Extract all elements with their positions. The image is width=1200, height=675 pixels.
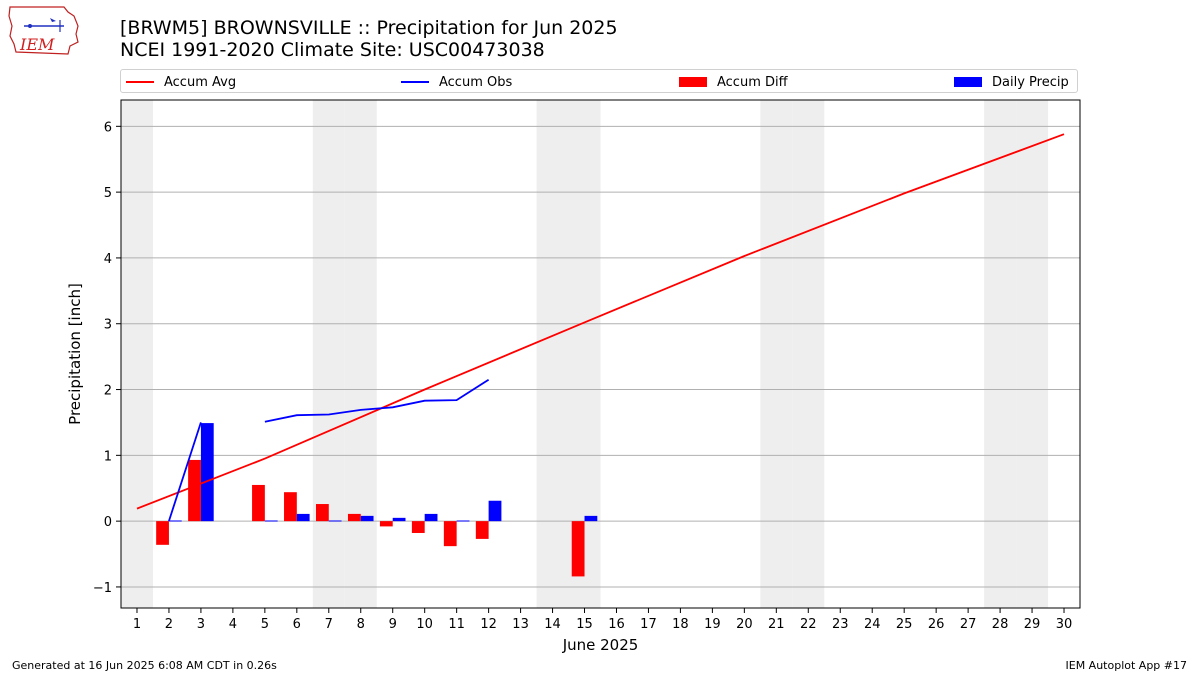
x-tick-label: 12 — [480, 617, 497, 632]
accum-diff-bar — [411, 521, 425, 533]
x-tick-label: 1 — [133, 617, 141, 632]
y-tick-label: 1 — [104, 449, 112, 464]
x-axis-label: June 2025 — [562, 636, 639, 654]
x-tick-label: 28 — [992, 617, 1009, 632]
weekend-shade — [536, 100, 569, 608]
y-tick-label: 2 — [104, 384, 112, 399]
x-tick-label: 20 — [736, 617, 753, 632]
x-tick-label: 3 — [197, 617, 205, 632]
x-tick-label: 30 — [1056, 617, 1073, 632]
daily-precip-bar — [264, 520, 278, 522]
legend-item-accum-obs: Accum Obs — [401, 70, 512, 94]
x-tick-label: 18 — [672, 617, 689, 632]
daily-precip-bar — [584, 515, 598, 522]
legend-item-accum-diff: Accum Diff — [679, 70, 788, 94]
x-tick-label: 17 — [640, 617, 657, 632]
daily-precip-bar — [424, 513, 438, 522]
legend-swatch-accum-diff — [679, 77, 707, 87]
x-tick-label: 29 — [1024, 617, 1041, 632]
weekend-shade — [760, 100, 793, 608]
chart-title: [BRWM5] BROWNSVILLE :: Precipitation for… — [120, 17, 618, 61]
daily-precip-bar — [168, 520, 182, 522]
x-tick-label: 24 — [864, 617, 881, 632]
accum-diff-bar — [188, 459, 201, 522]
legend-label-daily-precip: Daily Precip — [992, 74, 1069, 90]
accum-diff-bar — [475, 521, 489, 539]
iem-logo: IEM — [6, 4, 82, 62]
legend-swatch-daily-precip — [954, 77, 982, 87]
x-tick-label: 22 — [800, 617, 817, 632]
x-tick-label: 23 — [832, 617, 849, 632]
iowa-map-icon: IEM — [8, 6, 79, 55]
x-tick-label: 25 — [896, 617, 913, 632]
y-axis-label: Precipitation [inch] — [66, 283, 84, 425]
accum-avg-line — [136, 133, 1065, 510]
weekend-shade — [984, 100, 1017, 608]
x-tick-label: 5 — [261, 617, 269, 632]
x-tick-label: 8 — [357, 617, 365, 632]
x-tick-label: 21 — [768, 617, 785, 632]
accum-diff-bar — [252, 484, 265, 522]
legend-item-daily-precip: Daily Precip — [954, 70, 1069, 94]
legend-swatch-accum-avg — [126, 81, 154, 83]
accum-diff-bar — [347, 513, 361, 522]
x-tick-label: 14 — [544, 617, 561, 632]
weekend-shade — [312, 100, 345, 608]
accum-diff-bar — [284, 492, 297, 522]
x-tick-label: 11 — [448, 617, 465, 632]
x-tick-label: 2 — [165, 617, 173, 632]
legend-item-accum-avg: Accum Avg — [126, 70, 236, 94]
daily-precip-bar — [392, 517, 406, 522]
legend-label-accum-diff: Accum Diff — [717, 74, 788, 90]
footer-generated: Generated at 16 Jun 2025 6:08 AM CDT in … — [12, 659, 277, 672]
daily-precip-bar — [200, 423, 214, 522]
weekend-shade — [121, 100, 153, 608]
daily-precip-bar — [488, 500, 502, 522]
legend-label-accum-obs: Accum Obs — [439, 74, 513, 90]
legend-label-accum-avg: Accum Avg — [164, 74, 237, 90]
y-tick-label: 6 — [104, 120, 112, 135]
x-tick-label: 9 — [389, 617, 397, 632]
y-tick-label: 5 — [104, 186, 112, 201]
daily-precip-bar — [456, 520, 470, 522]
title-line-2: NCEI 1991-2020 Climate Site: USC00473038 — [120, 39, 545, 61]
x-tick-label: 13 — [512, 617, 529, 632]
daily-precip-bar — [360, 515, 374, 522]
x-tick-label: 6 — [293, 617, 301, 632]
weekend-shade — [1016, 100, 1049, 608]
weekend-shade — [344, 100, 377, 608]
accum-diff-bar — [379, 521, 393, 527]
x-tick-label: 4 — [229, 617, 237, 632]
y-tick-label: 3 — [104, 318, 112, 333]
x-tick-label: 15 — [576, 617, 593, 632]
x-tick-label: 16 — [608, 617, 625, 632]
accum-diff-bar — [156, 521, 169, 545]
y-tick-label: 0 — [104, 515, 112, 530]
accum-obs-line — [264, 378, 490, 423]
legend-swatch-accum-obs — [401, 81, 429, 83]
weekend-shade — [792, 100, 825, 608]
y-tick-label: 4 — [104, 252, 112, 267]
logo-text: IEM — [19, 35, 55, 54]
daily-precip-bar — [328, 520, 342, 522]
title-line-1: [BRWM5] BROWNSVILLE :: Precipitation for… — [120, 17, 618, 39]
x-tick-label: 19 — [704, 617, 721, 632]
accum-diff-bar — [571, 521, 585, 577]
accum-diff-bar — [315, 504, 329, 522]
footer-app-id: IEM Autoplot App #17 — [1065, 659, 1188, 672]
accum-diff-bar — [443, 521, 457, 547]
x-tick-label: 7 — [325, 617, 333, 632]
x-tick-label: 26 — [928, 617, 945, 632]
daily-precip-bar — [296, 513, 310, 522]
x-tick-label: 27 — [960, 617, 977, 632]
x-tick-label: 10 — [416, 617, 433, 632]
plot-frame — [120, 99, 1081, 609]
accum-obs-line — [168, 422, 202, 522]
chart-legend: Accum Avg Accum Obs Accum Diff Daily Pre… — [120, 69, 1078, 93]
y-tick-label: −1 — [93, 581, 112, 596]
